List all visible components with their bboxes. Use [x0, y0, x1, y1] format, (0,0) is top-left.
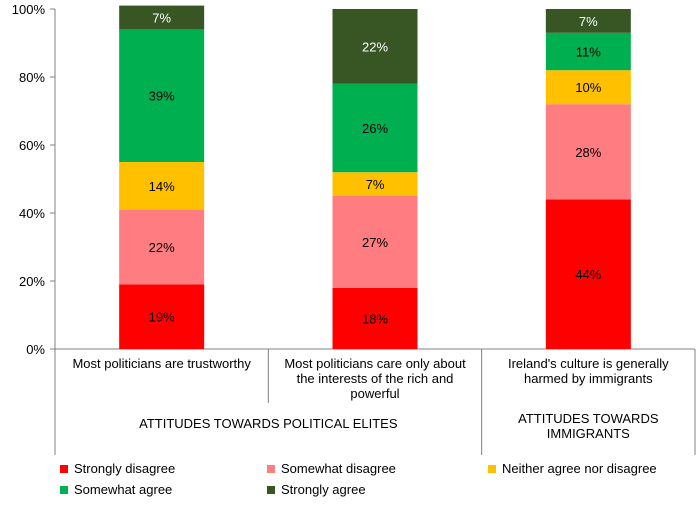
data-label: 11% [576, 45, 601, 60]
bar-segment [332, 287, 418, 349]
legend-label: Somewhat agree [74, 482, 173, 497]
y-tick-label: 80% [19, 70, 45, 85]
category-label-line: the interests of the rich and [297, 371, 454, 386]
data-label: 39% [149, 89, 175, 104]
data-label: 26% [362, 121, 388, 136]
category-label-line: harmed by immigrants [524, 371, 653, 386]
legend-label: Strongly disagree [74, 461, 176, 476]
category-label-line: Most politicians are trustworthy [72, 356, 251, 371]
group-label-line: IMMIGRANTS [547, 426, 630, 441]
data-label: 7% [579, 14, 598, 29]
legend-item-neither: Neither agree nor disagree [488, 461, 657, 476]
bar-segment [545, 104, 631, 200]
legend-item-strongly-disagree: Strongly disagree [60, 461, 175, 476]
legend-item-somewhat-agree: Somewhat agree [60, 482, 172, 497]
legend-item-strongly-agree: Strongly agree [267, 482, 366, 497]
group-label: ATTITUDES TOWARDS IMMIGRANTS [518, 411, 659, 441]
legend-label: Strongly agree [281, 482, 366, 497]
bar-segment [332, 196, 418, 288]
legend-swatch [267, 485, 275, 494]
bar-segment [545, 32, 631, 71]
ticks-layer: 0% 20% 40% 60% 80% 100% [12, 2, 55, 357]
category-label-line: powerful [350, 386, 399, 401]
legend-label: Somewhat disagree [281, 461, 396, 476]
bar-segment [119, 284, 205, 349]
group-label-line: ATTITUDES TOWARDS [518, 411, 659, 426]
category-label: Ireland's culture is generally harmed by … [508, 356, 669, 386]
data-label: 10% [575, 80, 601, 95]
legend-swatch [60, 464, 68, 473]
data-label: 18% [362, 311, 388, 326]
data-label: 22% [149, 240, 175, 255]
bar-segment [332, 9, 418, 84]
legend-item-somewhat-disagree: Somewhat disagree [267, 461, 396, 476]
category-label: Most politicians are trustworthy [72, 356, 251, 371]
data-label: 7% [152, 11, 171, 26]
bar-segment [545, 199, 631, 349]
data-label: 14% [149, 179, 175, 194]
category-label: Most politicians care only about the inte… [284, 356, 466, 401]
bar-segment [119, 209, 205, 285]
y-tick-label: 40% [19, 206, 45, 221]
group-label-line: ATTITUDES TOWARDS POLITICAL ELITES [139, 416, 398, 431]
legend-label: Neither agree nor disagree [502, 461, 657, 476]
y-tick-label: 20% [19, 274, 45, 289]
data-label: 22% [362, 39, 388, 54]
data-label: 19% [149, 310, 175, 325]
bar-segment [119, 29, 205, 163]
bar-segment [119, 5, 205, 30]
category-label-line: Ireland's culture is generally [508, 356, 669, 371]
categories-layer: Most politicians are trustworthy Most pol… [72, 356, 669, 441]
data-label: 27% [362, 235, 388, 250]
legend-swatch [488, 464, 496, 473]
bar-segment [332, 83, 418, 173]
data-label: 28% [575, 145, 601, 160]
y-tick-label: 100% [12, 2, 46, 17]
legend-swatch [60, 485, 68, 494]
bar-segment [545, 9, 631, 33]
data-label: 44% [575, 267, 601, 282]
y-tick-label: 60% [19, 138, 45, 153]
category-label-line: Most politicians care only about [284, 356, 466, 371]
data-label: 7% [366, 177, 385, 192]
bar-segment [119, 162, 205, 210]
bar-segment [332, 172, 418, 196]
legend-swatch [267, 464, 275, 473]
bar-segment [545, 70, 631, 105]
y-tick-label: 0% [26, 342, 45, 357]
group-label: ATTITUDES TOWARDS POLITICAL ELITES [139, 416, 398, 431]
bars-layer: 19% 22% 14% 39% 7% 18% 27% 7% 26% 22% 44% 28% 10% 11%… [119, 5, 631, 349]
